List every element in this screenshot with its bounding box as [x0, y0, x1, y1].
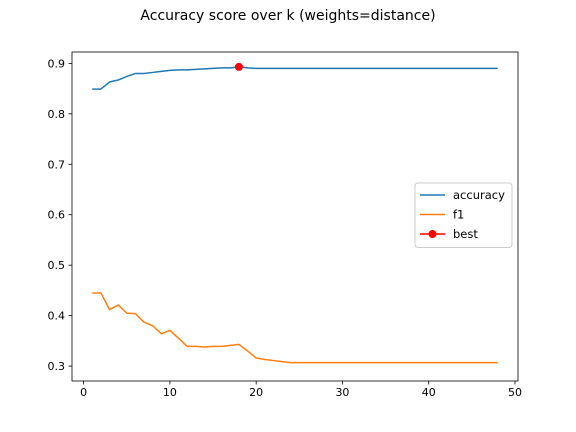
axes-frame — [71, 51, 519, 382]
x-tick-label: 40 — [422, 386, 436, 399]
x-tick-label: 20 — [249, 386, 263, 399]
chart-title: Accuracy score over k (weights=distance) — [140, 8, 435, 24]
x-tick-label: 10 — [163, 386, 177, 399]
y-tick-label: 0.5 — [48, 259, 66, 272]
y-tick-label: 0.8 — [48, 108, 66, 121]
x-tick-label: 0 — [80, 386, 87, 399]
legend: accuracy f1 best — [414, 182, 513, 248]
best-point — [234, 62, 243, 71]
x-tick-label: 50 — [508, 386, 522, 399]
x-tick-label: 30 — [335, 386, 349, 399]
y-tick-label: 0.9 — [48, 57, 66, 70]
y-tick-label: 0.7 — [48, 158, 66, 171]
legend-box — [414, 182, 513, 248]
y-tick-label: 0.4 — [48, 310, 66, 323]
y-tick-label: 0.3 — [48, 360, 66, 373]
y-tick-label: 0.6 — [48, 209, 66, 222]
legend-f1-label: f1 — [453, 208, 464, 222]
legend-accuracy-label: accuracy — [453, 188, 505, 202]
legend-best-marker — [428, 230, 437, 238]
legend-best-label: best — [453, 227, 478, 241]
f1-line — [92, 292, 498, 364]
plot-area: 0 10 20 30 40 50 0.3 0.4 0.5 0.6 0.7 0.8 0.9 — [48, 51, 522, 399]
accuracy-line — [92, 66, 498, 90]
